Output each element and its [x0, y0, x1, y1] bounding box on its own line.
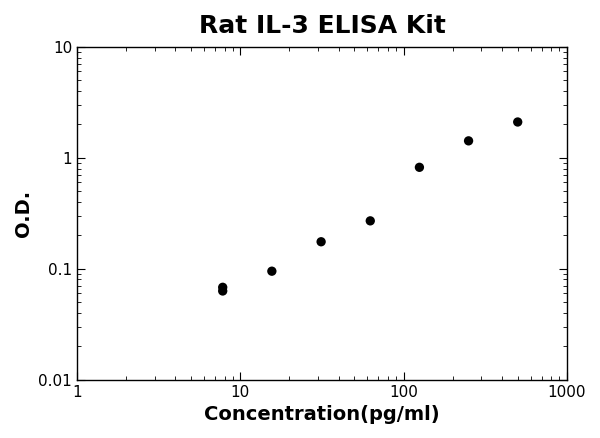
Point — [218, 284, 227, 291]
Title: Rat IL-3 ELISA Kit: Rat IL-3 ELISA Kit — [199, 14, 445, 38]
Point — [464, 138, 473, 145]
Point — [415, 164, 424, 171]
Point — [513, 119, 523, 126]
Point — [267, 268, 277, 275]
Y-axis label: O.D.: O.D. — [14, 190, 33, 237]
Point — [316, 238, 326, 245]
X-axis label: Concentration(pg/ml): Concentration(pg/ml) — [204, 405, 440, 424]
Point — [365, 217, 375, 224]
Point — [218, 287, 227, 294]
